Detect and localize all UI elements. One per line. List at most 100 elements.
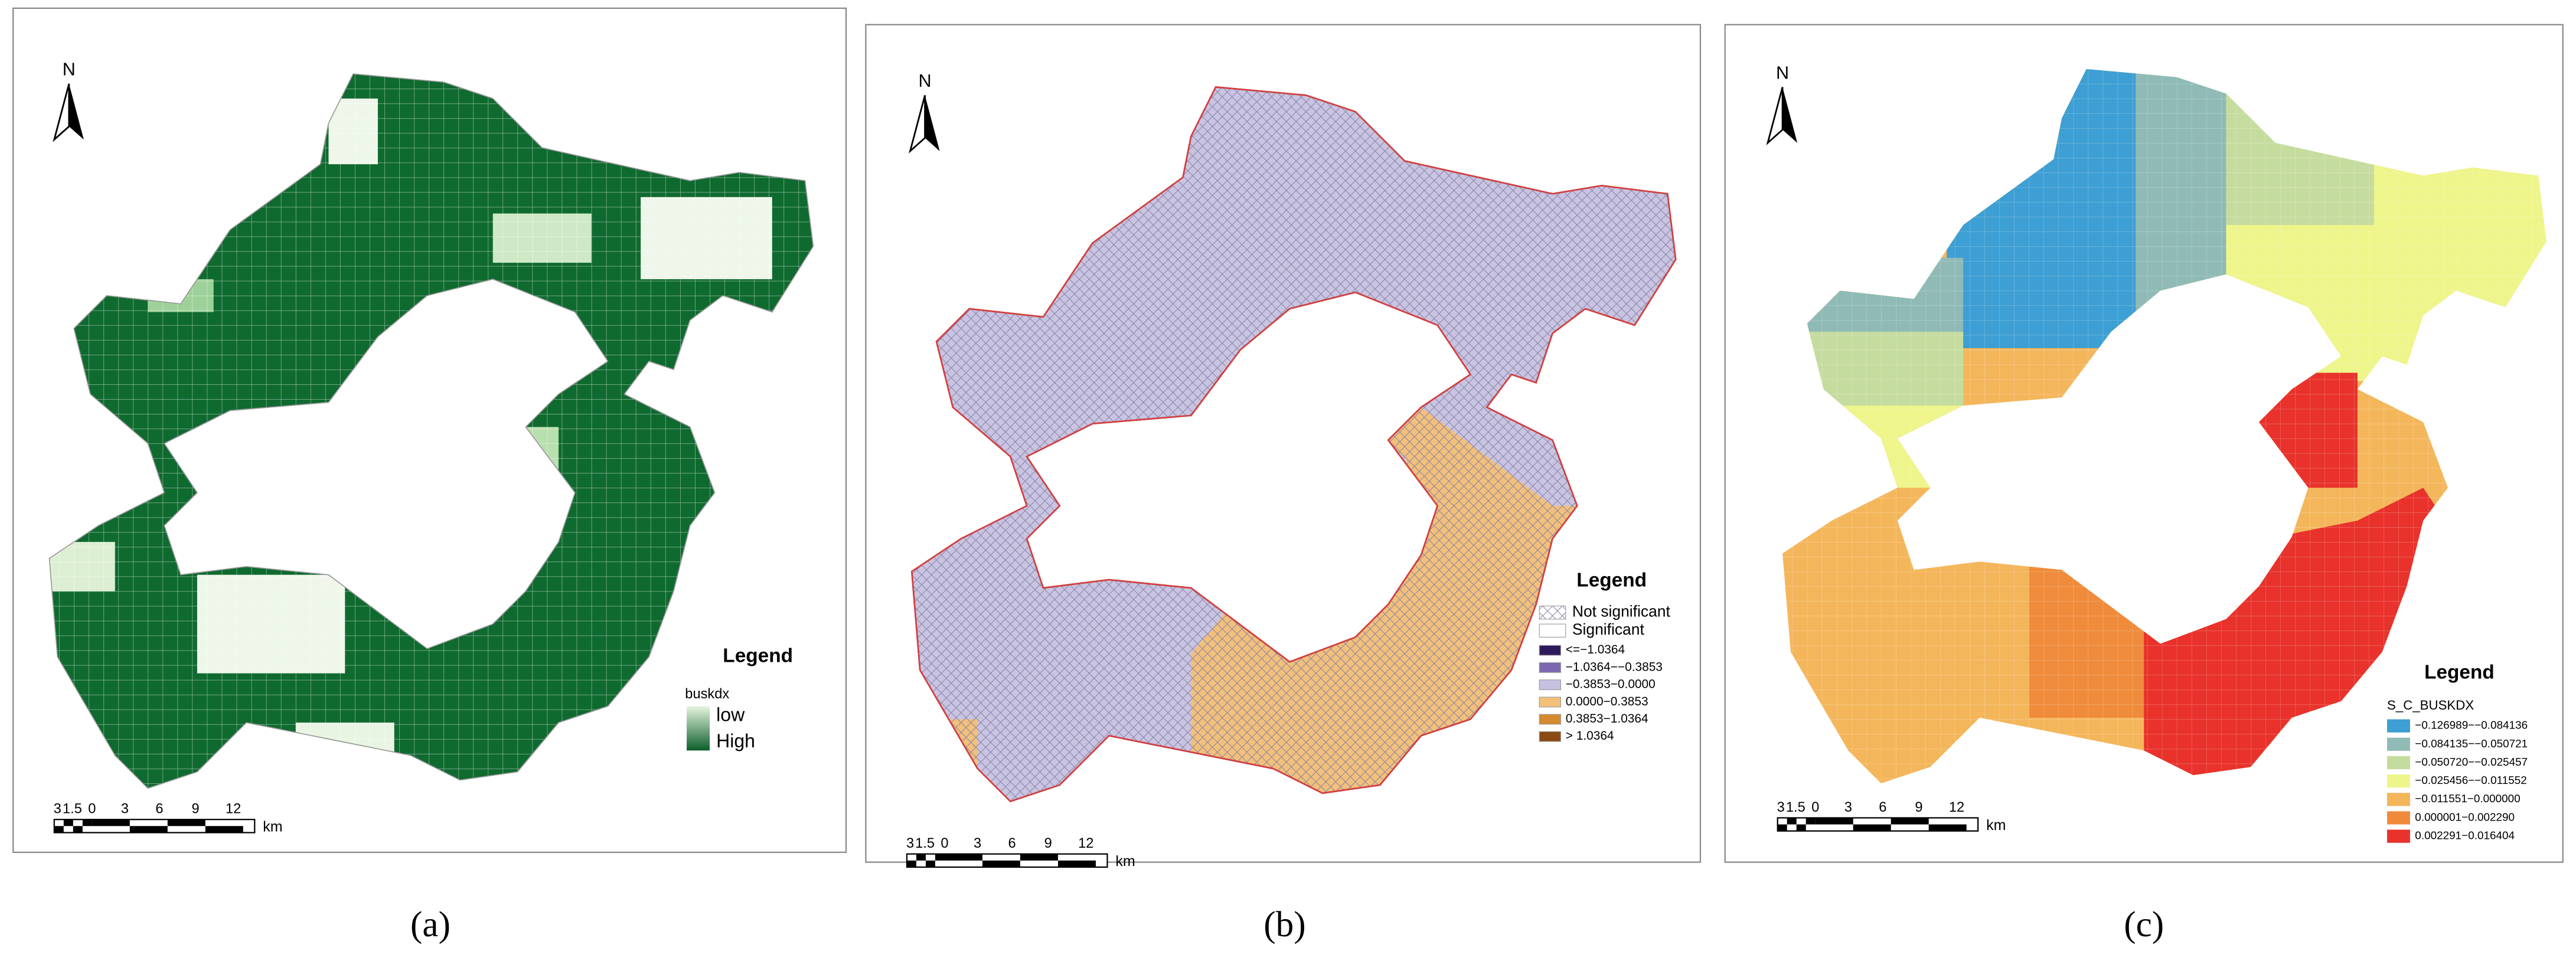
scale-label: 6 [1879, 800, 1886, 815]
scale-label: 6 [1008, 836, 1016, 851]
scale-bar [916, 854, 926, 861]
scale-label: 0 [941, 836, 948, 851]
map-b [910, 86, 1677, 803]
scale-bar [167, 819, 205, 826]
scale-bar [935, 854, 945, 861]
scale-label: 1.5 [1786, 800, 1806, 815]
panel-frame [865, 24, 1702, 863]
scale-bar [944, 854, 982, 861]
scale-bar [925, 860, 935, 867]
scale-bar [1057, 860, 1096, 867]
scale-label: 3 [1777, 800, 1785, 815]
panel-frame [12, 7, 847, 853]
scale-label: 3 [54, 802, 61, 817]
legend-label: High [716, 730, 755, 751]
caption: (b) [1263, 904, 1305, 945]
legend-ramp [687, 706, 710, 751]
legend-swatch [1539, 623, 1566, 638]
legend-label: Not significant [1572, 603, 1671, 620]
legend-field: buskdx [685, 687, 729, 702]
scale-unit: km [1115, 853, 1135, 870]
caption: (a) [410, 904, 450, 945]
legend-label: 0.000001−0.002290 [2415, 811, 2515, 824]
legend-swatch [1539, 731, 1561, 742]
scale-bar [54, 826, 64, 833]
scale-label: 3 [974, 836, 981, 851]
scale-bar [1787, 818, 1797, 825]
map-outline [48, 73, 814, 789]
legend-label: −0.3853−0.0000 [1566, 678, 1656, 691]
north-arrow [908, 94, 926, 154]
scale-bar [1853, 824, 1891, 831]
legend-swatch [2387, 737, 2410, 751]
north-label: N [1776, 63, 1789, 83]
map-c [1782, 68, 2546, 783]
scale-bar [1796, 824, 1806, 831]
scale-bar [1815, 818, 1853, 825]
north-label: N [919, 71, 932, 91]
legend-title: Legend [1576, 570, 1647, 592]
legend-swatch [2387, 774, 2410, 788]
legend-swatch [1539, 645, 1561, 656]
north-arrow [53, 83, 70, 142]
scale-bar [63, 819, 73, 826]
legend-label: Significant [1572, 620, 1645, 638]
scale-bar [982, 860, 1020, 867]
scale-unit: km [1986, 817, 2006, 834]
legend-swatch [2387, 829, 2410, 843]
legend-label: −1.0364−−0.3853 [1566, 660, 1663, 674]
legend-swatch [1539, 662, 1561, 673]
scale-bar [205, 826, 243, 833]
legend-swatch [1539, 697, 1561, 708]
legend-label: −0.050720−−0.025457 [2415, 756, 2528, 769]
scale-label: 3 [906, 836, 914, 851]
legend-label: −0.025456−−0.011552 [2415, 775, 2526, 787]
legend-swatch [2387, 793, 2410, 806]
legend-label: −0.126989−−0.084136 [2415, 720, 2528, 732]
scale-label: 3 [121, 802, 129, 817]
legend-swatch [1539, 679, 1561, 690]
legend-label: −0.084135−−0.050721 [2415, 738, 2528, 750]
legend-title: Legend [723, 645, 793, 667]
scale-label: 12 [1949, 800, 1964, 815]
legend-label: > 1.0364 [1566, 729, 1614, 743]
scale-bar [906, 860, 916, 867]
scale-bar [1891, 818, 1929, 825]
scale-bar [73, 826, 83, 833]
legend-field: S_C_BUSKDX [2387, 698, 2474, 713]
north-arrow [925, 95, 940, 151]
legend-label: −0.011551−0.000000 [2415, 793, 2520, 805]
scale-label: 9 [192, 802, 200, 817]
legend-swatch [1539, 714, 1561, 725]
scale-bar [1928, 824, 1967, 831]
scale-label: 1.5 [915, 836, 935, 851]
legend-label: 0.3853−1.0364 [1566, 712, 1648, 726]
scale-bar [1806, 818, 1816, 825]
scale-label: 3 [1844, 800, 1852, 815]
scale-label: 12 [1078, 836, 1093, 851]
scale-bar [129, 826, 168, 833]
north-arrow [1766, 87, 1784, 146]
north-arrow [1782, 87, 1798, 143]
scale-bar [92, 819, 130, 826]
legend-label: <=−1.0364 [1566, 643, 1625, 656]
legend-swatch [2387, 811, 2410, 825]
panel-frame [1724, 24, 2564, 863]
scale-label: 0 [88, 802, 96, 817]
legend-label: 0.0000−0.3853 [1566, 695, 1648, 708]
scale-label: 1.5 [63, 802, 82, 817]
legend-label: 0.002291−0.016404 [2415, 830, 2515, 842]
legend-title: Legend [2424, 661, 2495, 683]
annotations: (a)N3 1.5 0 3 6 9 12kmLegendbuskdxlowHigh(b)N3… [53, 60, 2528, 945]
scale-label: 0 [1811, 800, 1819, 815]
legend-label: low [716, 704, 745, 725]
scale-bar [1020, 854, 1058, 861]
legend-swatch [2387, 719, 2410, 733]
scale-label: 9 [1915, 800, 1922, 815]
scale-bar [1777, 824, 1787, 831]
scale-label: 6 [155, 802, 163, 817]
scale-label: 9 [1044, 836, 1052, 851]
scale-bar [82, 819, 92, 826]
